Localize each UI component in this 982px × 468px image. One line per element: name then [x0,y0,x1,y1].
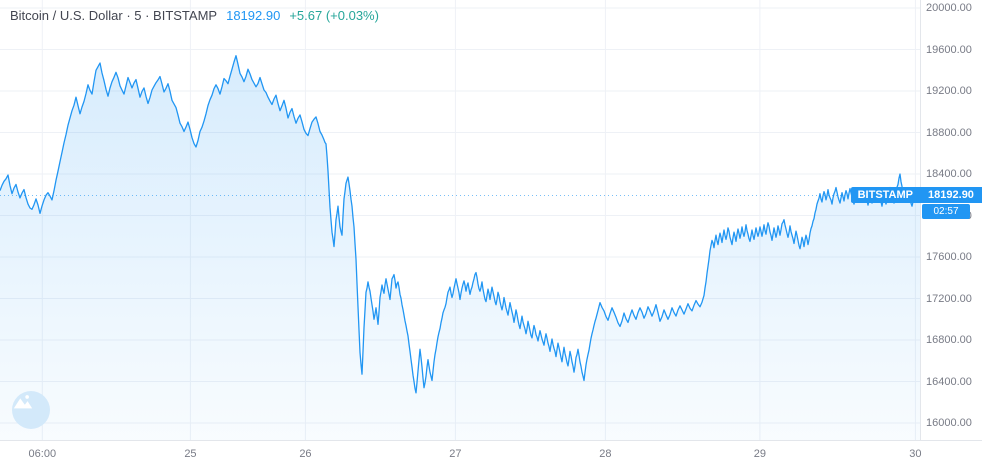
x-axis-label: 27 [449,448,462,460]
y-axis-label: 19600.00 [926,43,972,56]
symbol-title[interactable]: Bitcoin / U.S. Dollar · 5 · BITSTAMP [10,8,218,23]
bar-close-countdown: 02:57 [922,204,970,220]
x-axis-label: 29 [753,448,767,460]
time-axis[interactable]: 06:00 25 26 27 28 29 30 [0,440,982,468]
price-chart-pane[interactable]: Bitcoin / U.S. Dollar · 5 · BITSTAMP 181… [0,0,920,440]
y-axis-label: 19200.00 [926,85,972,97]
y-axis-label: 17600.00 [926,251,972,263]
y-axis-label: 16400.00 [926,375,972,388]
x-axis-label: 28 [599,448,612,460]
legend-price-change: +5.67 (+0.03%) [289,8,379,23]
x-axis-label: 26 [299,448,312,460]
price-axis[interactable]: 20000.00 19600.00 19200.00 18800.00 18400.00… [920,0,982,440]
chart-legend: Bitcoin / U.S. Dollar · 5 · BITSTAMP 181… [10,8,379,23]
y-axis-label: 18400.00 [926,168,972,180]
legend-last-price: 18192.90 [226,8,281,23]
x-axis-label: 30 [909,448,922,460]
x-axis-label: 25 [184,448,197,460]
y-axis-label: 17200.00 [926,292,972,305]
x-axis-label: 06:00 [28,448,57,460]
series-price-flag: BITSTAMP [850,187,920,204]
tradingview-logo-watermark[interactable] [12,391,50,429]
last-price-axis-label: 18192.90 [920,187,982,204]
y-axis-label: 16000.00 [926,417,972,429]
y-axis-label: 18800.00 [926,126,972,139]
chart-canvas[interactable] [0,0,920,440]
y-axis-label: 16800.00 [926,334,972,346]
y-axis-label: 20000.00 [926,2,972,14]
